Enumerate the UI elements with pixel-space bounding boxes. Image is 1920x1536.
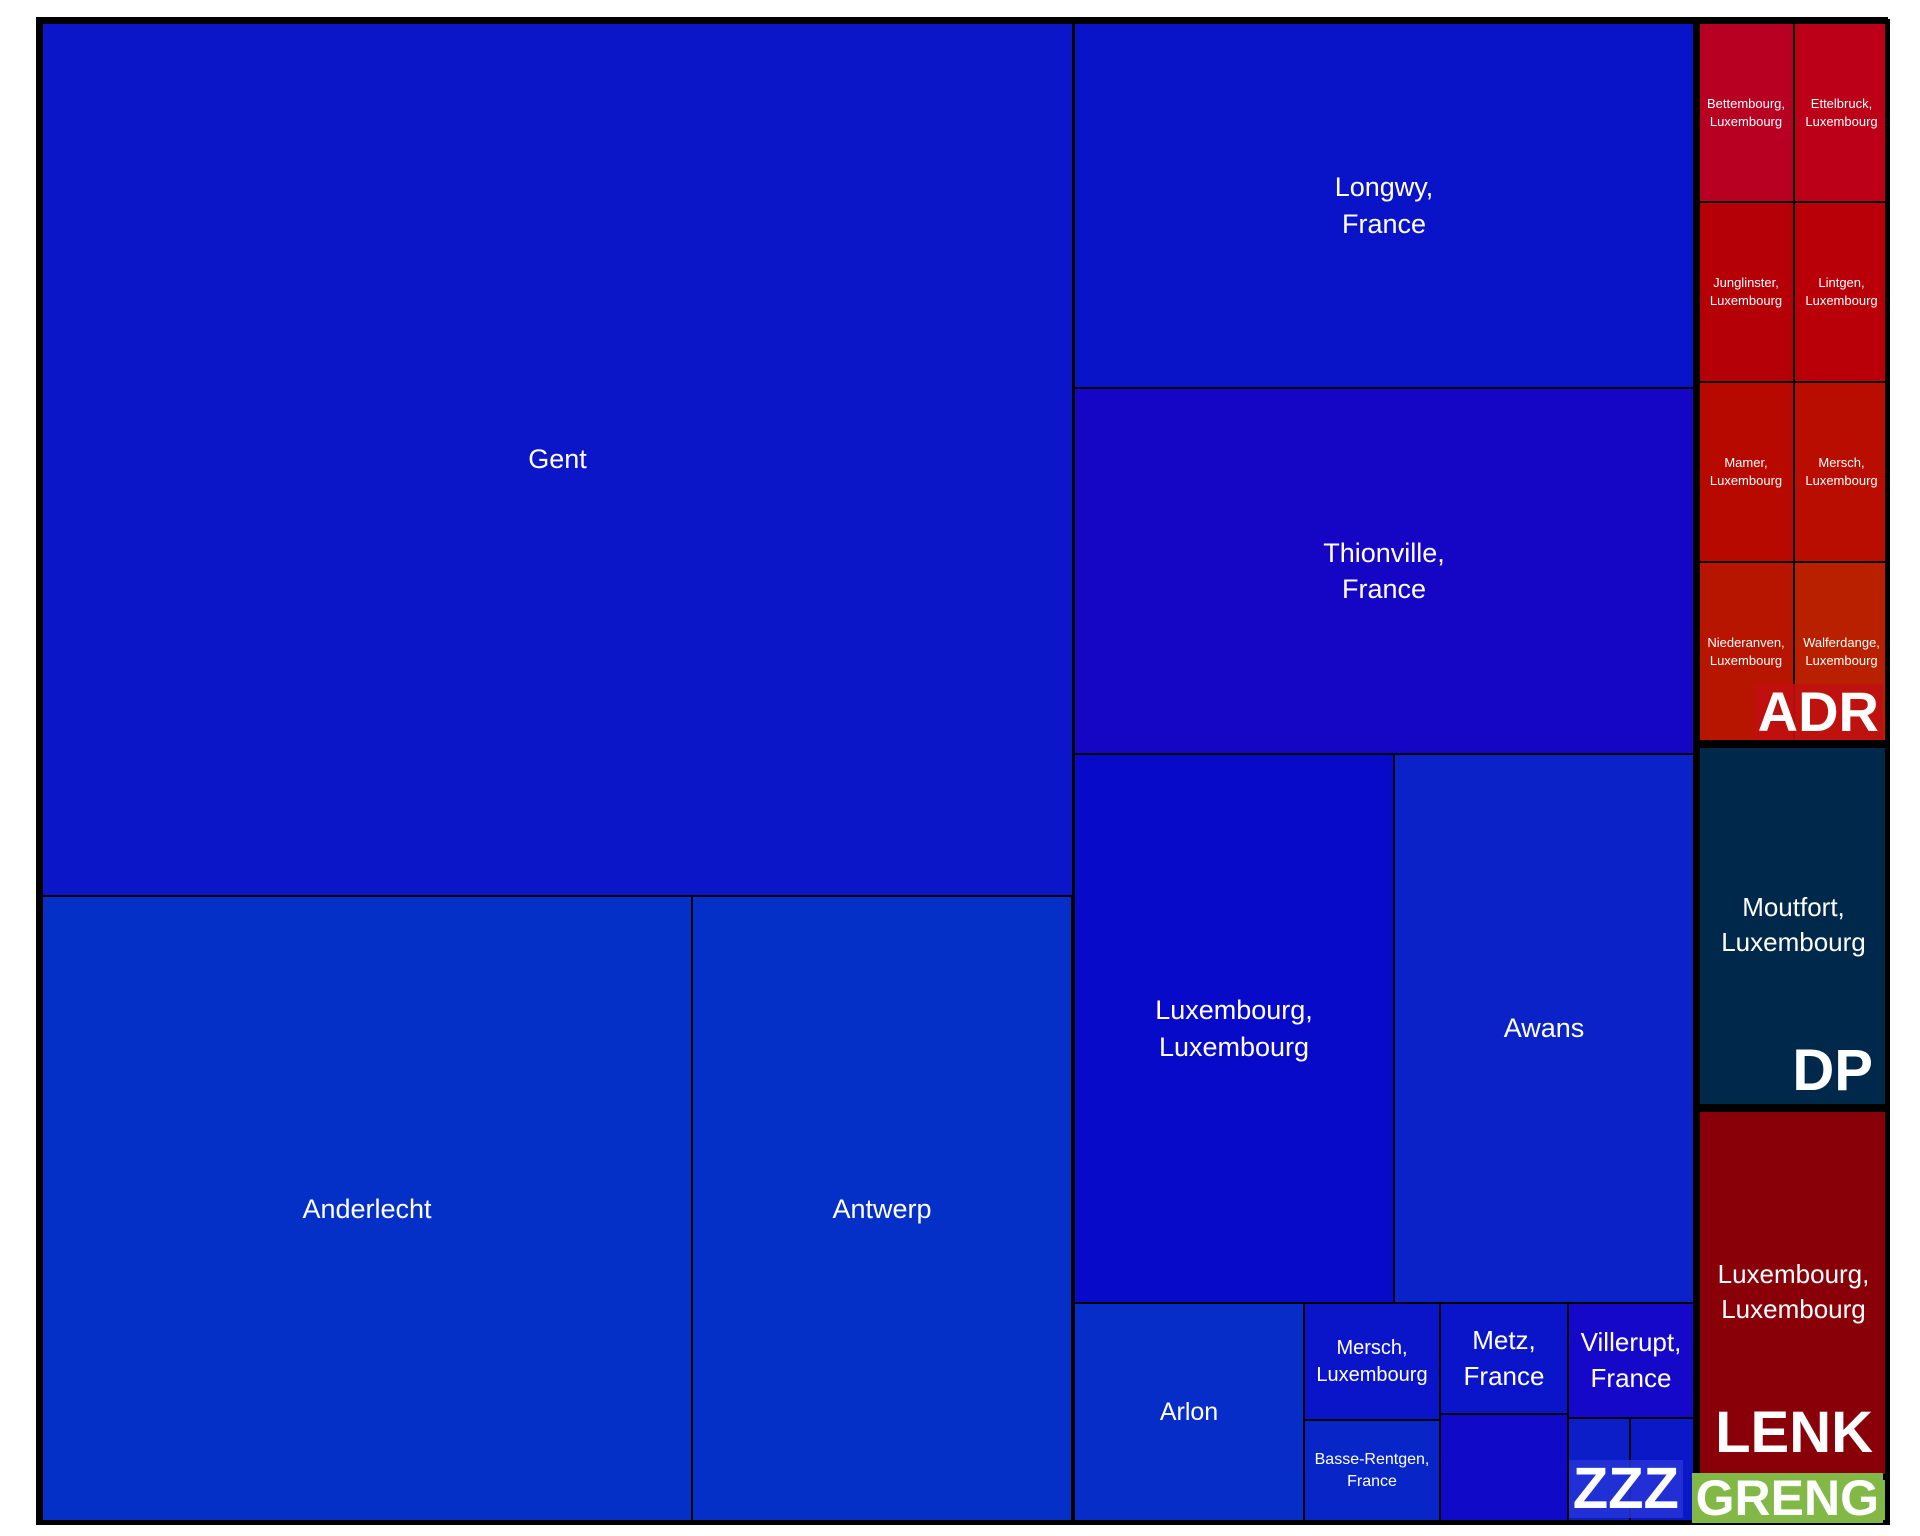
tile-label: Villerupt, France	[1580, 1327, 1682, 1393]
tile-label: Thionville, France	[1323, 537, 1445, 604]
tile-label: Walferdange, Luxembourg	[1803, 635, 1880, 668]
tile-label: Junglinster, Luxembourg	[1709, 275, 1783, 308]
tile-label: Anderlecht	[302, 1193, 432, 1224]
group-label-zzz: ZZZ	[1568, 1460, 1683, 1518]
tile-label: Mersch, Luxembourg	[1805, 455, 1878, 488]
treemap-tile-zzz-awans: Awans	[1393, 753, 1695, 1304]
treemap-tile-zzz-gent: Gent	[41, 22, 1074, 897]
tile-label: Bettembourg, Luxembourg	[1706, 95, 1786, 129]
group-label-adr: ADR	[1753, 684, 1883, 740]
group-label-lenk: LENK	[1715, 1400, 1873, 1465]
treemap-tile-zzz-luxembourg-luxembourg: Luxembourg, Luxembourg	[1073, 753, 1395, 1304]
treemap-tile-zzz-anderlecht: Anderlecht	[41, 895, 693, 1523]
treemap-tile-adr-bettembourg-luxembourg: Bettembourg, Luxembourg	[1697, 22, 1795, 203]
treemap-tile-zzz-thionville-france: Thionville, France	[1073, 387, 1695, 755]
treemap-tile-adr-ettelbruck-luxembourg: Ettelbruck, Luxembourg	[1793, 22, 1890, 203]
treemap-tile-zzz-mersch-luxembourg: Mersch, Luxembourg	[1303, 1302, 1441, 1421]
tile-label: Niederanven, Luxembourg	[1707, 635, 1785, 668]
tile-label: Awans	[1503, 1013, 1585, 1044]
treemap-tile-zzz-unlabeled-11	[1439, 1413, 1569, 1523]
tile-label: Basse-Rentgen, France	[1314, 1451, 1430, 1490]
treemap-tile-adr-junglinster-luxembourg: Junglinster, Luxembourg	[1697, 201, 1795, 383]
treemap-tile-adr-lintgen-luxembourg: Lintgen, Luxembourg	[1793, 201, 1890, 383]
tile-label: Mamer, Luxembourg	[1709, 455, 1783, 488]
treemap-tile-zzz-antwerp: Antwerp	[691, 895, 1073, 1523]
tile-label: Lintgen, Luxembourg	[1805, 275, 1878, 308]
group-label-dp: DP	[1792, 1038, 1873, 1103]
treemap-tile-zzz-longwy-france: Longwy, France	[1073, 22, 1695, 389]
treemap-tile-zzz-villerupt-france: Villerupt, France	[1567, 1302, 1695, 1419]
tile-label: Ettelbruck, Luxembourg	[1805, 95, 1878, 129]
treemap-tile-zzz-basse-rentgen-france: Basse-Rentgen, France	[1303, 1419, 1441, 1523]
tile-label: Longwy, France	[1334, 172, 1434, 239]
tile-label: Luxembourg, Luxembourg	[1155, 995, 1313, 1062]
group-label-greng: GRENG	[1691, 1473, 1883, 1523]
treemap-tile-adr-mamer-luxembourg: Mamer, Luxembourg	[1697, 381, 1795, 563]
tile-label: Antwerp	[832, 1193, 932, 1224]
tile-label: Luxembourg, Luxembourg	[1717, 1258, 1870, 1324]
tile-label: Arlon	[1159, 1397, 1219, 1426]
treemap-tile-zzz-arlon: Arlon	[1073, 1302, 1305, 1523]
tile-label: Moutfort, Luxembourg	[1721, 891, 1866, 957]
treemap-tile-adr-mersch-luxembourg: Mersch, Luxembourg	[1793, 381, 1890, 563]
tile-label: Mersch, Luxembourg	[1316, 1336, 1428, 1386]
tile-label: Metz, France	[1463, 1325, 1545, 1391]
tile-label: Gent	[528, 444, 587, 475]
treemap-tile-zzz-metz-france: Metz, France	[1439, 1302, 1569, 1415]
